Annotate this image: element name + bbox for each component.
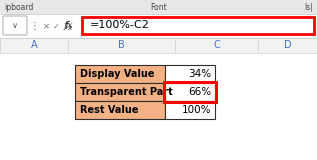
Text: 100%: 100% <box>182 105 211 115</box>
Text: $f_x$: $f_x$ <box>64 19 74 33</box>
Text: A: A <box>31 40 37 51</box>
Text: 34%: 34% <box>188 69 211 79</box>
Bar <box>75 65 165 83</box>
Text: Display Value: Display Value <box>80 69 154 79</box>
Bar <box>165 101 215 119</box>
Bar <box>82 17 314 34</box>
FancyBboxPatch shape <box>3 16 27 35</box>
Text: Rest Value: Rest Value <box>80 105 139 115</box>
Bar <box>165 65 215 83</box>
Bar <box>75 83 165 101</box>
Text: B: B <box>118 40 125 51</box>
Text: ✓: ✓ <box>53 21 60 31</box>
Text: fx: fx <box>64 21 74 31</box>
Bar <box>75 101 165 119</box>
Bar <box>0 14 317 38</box>
Text: 66%: 66% <box>188 87 211 97</box>
Text: ⋮: ⋮ <box>29 21 39 31</box>
Bar <box>0 0 317 14</box>
Text: Font: Font <box>150 3 167 12</box>
Bar <box>0 38 317 53</box>
Text: ls|: ls| <box>304 3 313 12</box>
Text: =100%-C2: =100%-C2 <box>90 20 150 31</box>
Text: ✕: ✕ <box>42 21 49 31</box>
Text: Transparent Part: Transparent Part <box>80 87 173 97</box>
Text: ∨: ∨ <box>12 21 18 30</box>
Text: D: D <box>284 40 291 51</box>
Bar <box>165 83 215 101</box>
Text: ipboard: ipboard <box>4 3 33 12</box>
Bar <box>164 82 216 102</box>
Text: C: C <box>213 40 220 51</box>
